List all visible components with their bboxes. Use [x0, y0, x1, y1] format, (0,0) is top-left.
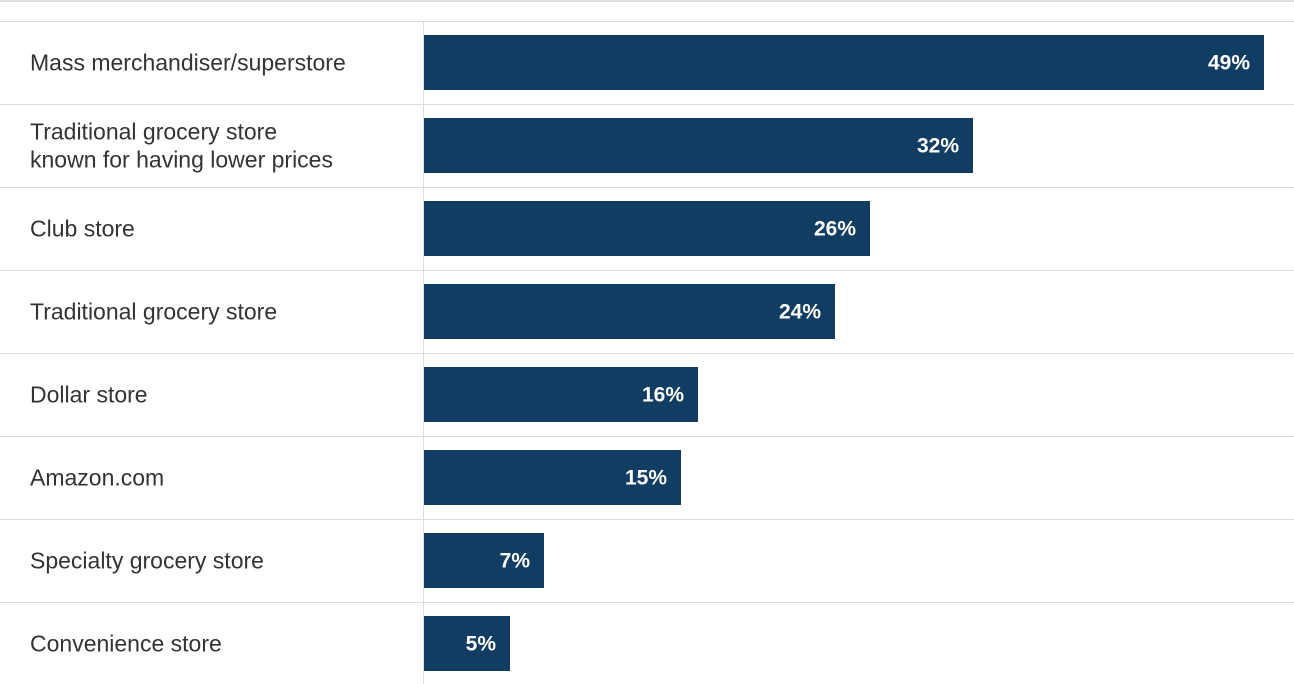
bar: [424, 284, 835, 339]
category-label-line: Mass merchandiser/superstore: [30, 50, 346, 76]
category-label: Convenience store: [30, 631, 222, 657]
category-label-line: known for having lower prices: [30, 147, 333, 173]
labels-layer: 49% Mass merchandiser/superstore 32% Tradit…: [30, 50, 1250, 657]
category-label-line: Convenience store: [30, 631, 222, 657]
category-label-line: Amazon.com: [30, 465, 164, 491]
category-label: Club store: [30, 216, 135, 242]
category-label: Amazon.com: [30, 465, 164, 491]
category-label-line: Club store: [30, 216, 135, 242]
bar: [424, 35, 1264, 90]
bar: [424, 201, 870, 256]
category-label: Mass merchandiser/superstore: [30, 50, 346, 76]
category-label-line: Specialty grocery store: [30, 548, 264, 574]
value-label: 32%: [917, 135, 959, 158]
category-label-line: Dollar store: [30, 382, 148, 408]
value-label: 16%: [642, 384, 684, 407]
bar: [424, 118, 973, 173]
value-label: 49%: [1208, 52, 1250, 75]
category-label: Specialty grocery store: [30, 548, 264, 574]
category-label-line: Traditional grocery store: [30, 119, 277, 145]
value-label: 24%: [779, 301, 821, 324]
bar: [424, 367, 698, 422]
value-label: 7%: [500, 550, 531, 573]
value-label: 5%: [466, 633, 497, 656]
category-label: Dollar store: [30, 382, 148, 408]
category-label: Traditional grocery store known for havin…: [30, 119, 333, 173]
value-label: 15%: [625, 467, 667, 490]
bar: [424, 450, 681, 505]
value-label: 26%: [814, 218, 856, 241]
category-label-line: Traditional grocery store: [30, 299, 277, 325]
category-label: Traditional grocery store: [30, 299, 277, 325]
bar: [424, 533, 544, 588]
bar: [424, 616, 510, 671]
bars-layer: [424, 35, 1264, 671]
